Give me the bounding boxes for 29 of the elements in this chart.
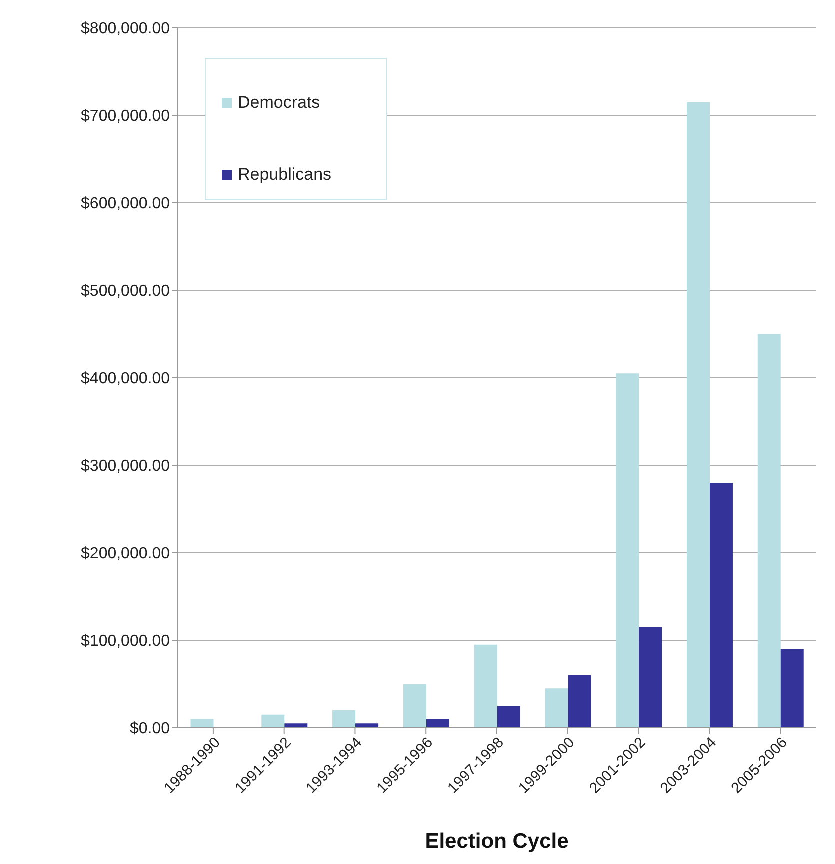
y-tick-label: $400,000.00 (81, 370, 170, 388)
bar (616, 374, 640, 728)
legend-label: Republicans (238, 165, 332, 185)
y-tick-label: $700,000.00 (81, 108, 170, 126)
y-tick-label: $300,000.00 (81, 458, 170, 476)
bar (497, 706, 520, 728)
bar (356, 724, 379, 728)
bar (426, 719, 450, 728)
bar (545, 688, 568, 728)
y-tick-label: $600,000.00 (81, 196, 170, 213)
bar (284, 724, 308, 728)
bar (780, 649, 804, 728)
bar (686, 102, 710, 728)
bar (190, 719, 214, 728)
bar (568, 676, 592, 728)
x-axis-title: Election Cycle (425, 830, 569, 853)
y-tick-label: $200,000.00 (81, 546, 170, 563)
y-tick-label: $800,000.00 (81, 20, 170, 38)
bar (403, 684, 426, 728)
bar (710, 483, 733, 728)
y-tick-label: $500,000.00 (81, 283, 170, 300)
bar (474, 644, 498, 728)
y-tick-label: $0.00 (130, 720, 170, 738)
legend-label: Democrats (238, 93, 320, 113)
bar (758, 334, 781, 728)
bar (262, 714, 285, 728)
bar (639, 627, 662, 728)
bar (332, 710, 356, 728)
y-tick-label: $100,000.00 (81, 633, 170, 650)
